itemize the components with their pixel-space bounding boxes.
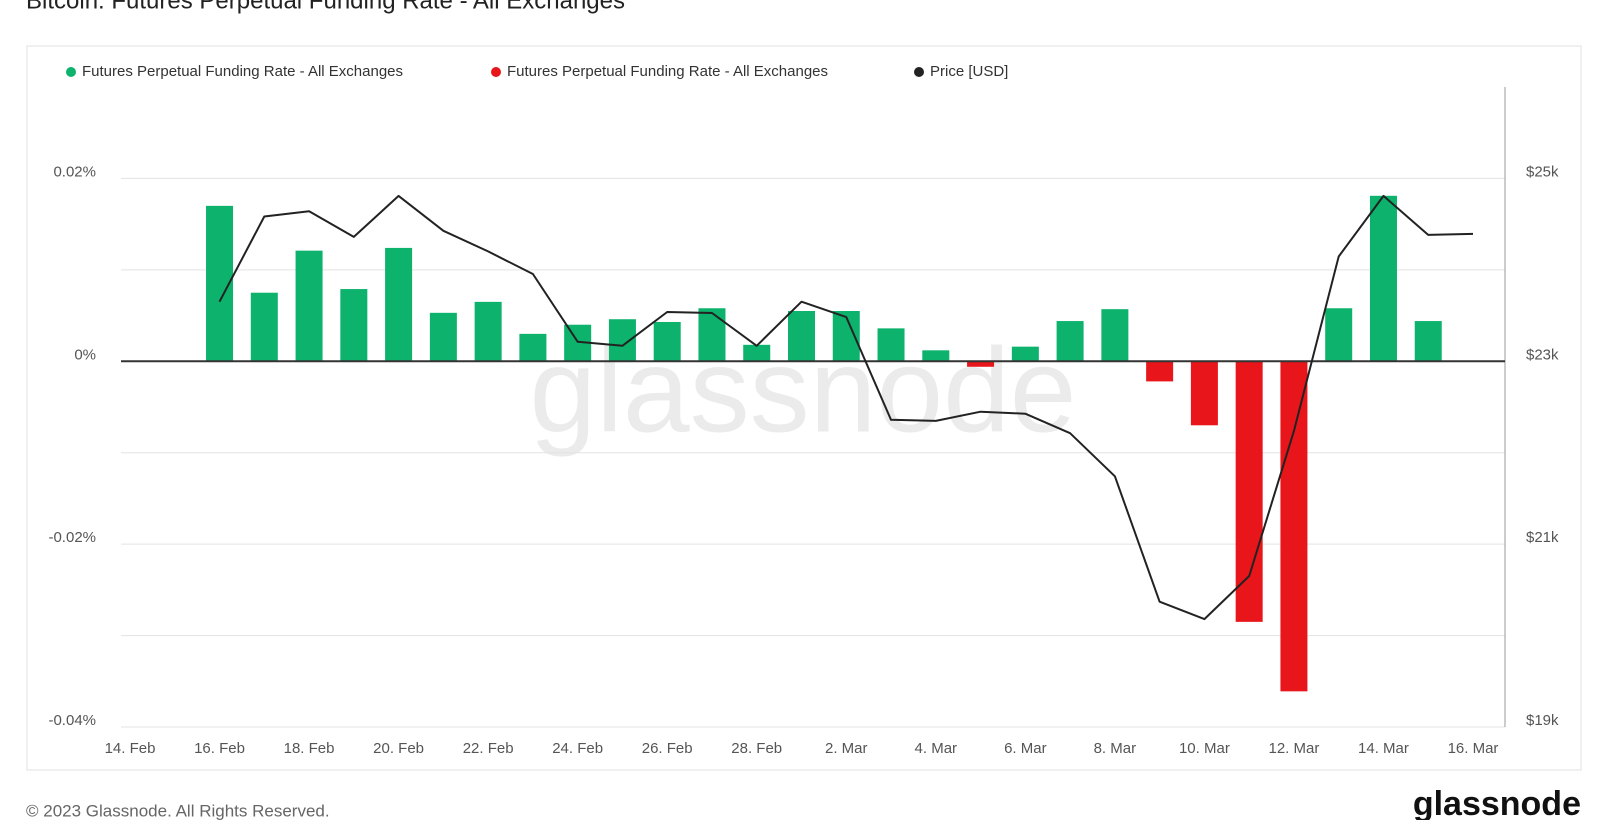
bar bbox=[698, 308, 726, 362]
bar bbox=[743, 344, 771, 362]
legend-label: Futures Perpetual Funding Rate - All Exc… bbox=[507, 63, 828, 80]
bar bbox=[608, 319, 636, 362]
legend-label: Price [USD] bbox=[930, 63, 1008, 80]
x-tick-label: 8. Mar bbox=[1094, 740, 1137, 757]
bar bbox=[1190, 361, 1218, 426]
bar bbox=[429, 312, 457, 362]
legend: Futures Perpetual Funding Rate - All Exc… bbox=[66, 63, 1008, 80]
brand-logo: glassnode bbox=[1413, 785, 1581, 820]
bar bbox=[295, 250, 323, 362]
bar bbox=[877, 328, 905, 362]
bar bbox=[474, 301, 502, 362]
x-tick-label: 14. Feb bbox=[105, 740, 156, 757]
bar bbox=[1325, 308, 1353, 362]
bar bbox=[1101, 309, 1129, 362]
legend-swatch bbox=[914, 67, 924, 77]
bar bbox=[967, 361, 995, 367]
bar bbox=[519, 333, 547, 362]
y2-tick-label: $21k bbox=[1526, 529, 1559, 546]
bar bbox=[1235, 361, 1263, 622]
bar bbox=[250, 292, 278, 362]
bar bbox=[385, 247, 413, 362]
x-tick-label: 28. Feb bbox=[731, 740, 782, 757]
x-tick-label: 14. Mar bbox=[1358, 740, 1409, 757]
x-tick-label: 20. Feb bbox=[373, 740, 424, 757]
x-tick-label: 4. Mar bbox=[915, 740, 958, 757]
x-tick-label: 22. Feb bbox=[463, 740, 514, 757]
legend-label: Futures Perpetual Funding Rate - All Exc… bbox=[82, 63, 403, 80]
x-tick-label: 12. Mar bbox=[1269, 740, 1320, 757]
x-tick-label: 6. Mar bbox=[1004, 740, 1047, 757]
bar bbox=[653, 321, 681, 362]
y-tick-label: -0.02% bbox=[48, 529, 96, 546]
bar bbox=[922, 350, 950, 362]
bar bbox=[340, 289, 368, 362]
y-tick-label: 0% bbox=[74, 346, 96, 363]
chart-frame bbox=[26, 45, 1582, 771]
legend-swatch bbox=[66, 67, 76, 77]
bar bbox=[1146, 361, 1174, 382]
bar bbox=[788, 311, 815, 362]
x-tick-label: 16. Feb bbox=[194, 740, 245, 757]
x-tick-label: 26. Feb bbox=[642, 740, 693, 757]
copyright: © 2023 Glassnode. All Rights Reserved. bbox=[26, 801, 330, 820]
y2-tick-label: $19k bbox=[1526, 712, 1559, 729]
legend-swatch bbox=[491, 67, 501, 77]
bar bbox=[1369, 195, 1397, 362]
y2-tick-label: $23k bbox=[1526, 346, 1559, 363]
price-line bbox=[218, 194, 1474, 621]
x-tick-label: 16. Mar bbox=[1448, 740, 1499, 757]
x-tick-label: 2. Mar bbox=[825, 740, 868, 757]
y2-tick-label: $25k bbox=[1526, 163, 1559, 180]
x-tick-label: 24. Feb bbox=[552, 740, 603, 757]
x-tick-label: 10. Mar bbox=[1179, 740, 1230, 757]
bar bbox=[1414, 321, 1442, 362]
y-tick-label: -0.04% bbox=[48, 712, 96, 729]
x-tick-label: 18. Feb bbox=[284, 740, 335, 757]
bar bbox=[1280, 361, 1308, 692]
bar bbox=[1011, 346, 1039, 362]
bar bbox=[1056, 321, 1084, 362]
y-tick-label: 0.02% bbox=[53, 163, 96, 180]
chart-title: Bitcoin: Futures Perpetual Funding Rate … bbox=[26, 0, 625, 14]
